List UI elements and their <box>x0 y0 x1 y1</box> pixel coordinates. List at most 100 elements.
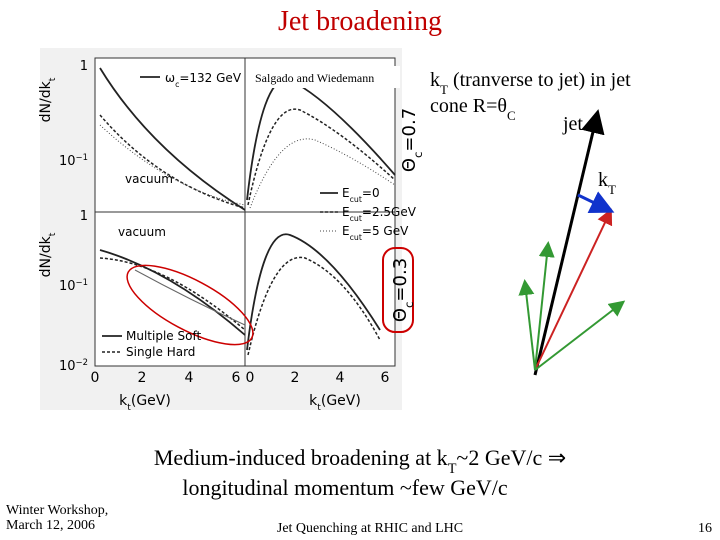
y-axis-label: dN/dkt <box>38 77 58 122</box>
legend-label: ωc=132 GeV <box>165 71 242 89</box>
text-part: 10 <box>59 279 76 294</box>
slide-title: Jet broadening <box>278 6 442 37</box>
x-tick-label: 4 <box>336 370 345 386</box>
text-part: dN/dk <box>38 235 54 277</box>
text-part: c <box>175 80 179 89</box>
panel-label: Θc=0.7 <box>399 108 425 172</box>
footer-left: March 12, 2006 <box>6 518 95 533</box>
footer-left: Winter Workshop, <box>6 503 108 518</box>
caption: longitudinal momentum ~few GeV/c <box>182 475 508 500</box>
text-part: C <box>507 108 516 123</box>
text-part: =5 GeV <box>362 224 409 238</box>
credit-bg <box>250 66 400 88</box>
x-tick-label: 0 <box>246 370 255 386</box>
kt-label: kT <box>598 169 616 197</box>
kt-diagram <box>518 109 626 376</box>
highlight-ellipse <box>126 264 254 346</box>
text-part: =2.5GeV <box>362 205 417 219</box>
diagram-text: kT (tranverse to jet) in jet <box>430 69 631 97</box>
x-axis-label: kt(GeV) <box>309 393 361 413</box>
text-part: cut <box>350 214 362 223</box>
text-part: =0 <box>362 186 380 200</box>
text-part: cone R=θ <box>430 95 507 117</box>
jet-label: jet <box>562 113 583 135</box>
legend-label: Ecut=5 GeV <box>342 224 409 242</box>
text-part: t <box>48 232 58 236</box>
text-part: =0.7 <box>399 108 420 152</box>
y-axis-label: dN/dkt <box>38 232 58 277</box>
curve <box>99 67 246 211</box>
text-part: (tranverse to jet) in jet <box>448 69 631 91</box>
highlight-box <box>382 247 414 333</box>
text-part: c <box>411 152 425 158</box>
text-part: T <box>440 82 448 97</box>
x-tick-label: 0 <box>91 370 100 386</box>
curve <box>99 114 246 209</box>
credit: Salgado and Wiedemann <box>255 71 374 85</box>
text-part: t <box>48 77 58 81</box>
text-part: k <box>430 69 440 91</box>
caption: Medium-induced broadening at kT~2 GeV/c … <box>154 445 566 477</box>
text-part: −1 <box>76 152 88 162</box>
kt-arrow <box>577 191 615 213</box>
curve <box>247 256 381 356</box>
text-part: ω <box>165 71 175 85</box>
text-part: 10 <box>59 154 76 169</box>
text-part: k <box>119 393 128 409</box>
text-part: Medium-induced broadening at k <box>154 445 448 470</box>
curve-label: vacuum <box>125 172 173 186</box>
x-tick-label: 2 <box>138 370 147 386</box>
legend-label: Single Hard <box>126 345 195 359</box>
red-arrow <box>534 208 613 371</box>
text-part: −1 <box>76 277 88 287</box>
y-tick-label: 10−1 <box>59 152 88 169</box>
text-part: Θ <box>390 308 411 322</box>
text-part: T <box>608 182 616 197</box>
green-arrow <box>534 300 626 371</box>
figure <box>40 48 414 410</box>
text-part: k <box>598 169 608 191</box>
text-part: E <box>342 186 350 200</box>
x-tick-label: 4 <box>185 370 194 386</box>
text-part: E <box>342 205 350 219</box>
text-part: t <box>317 403 321 413</box>
x-tick-label: 2 <box>291 370 300 386</box>
x-tick-label: 6 <box>232 370 241 386</box>
text-part: dN/dk <box>38 80 54 122</box>
y-tick-label: 10−1 <box>59 277 88 294</box>
legend-label: Ecut=0 <box>342 186 380 204</box>
legend-label: Multiple Soft <box>126 329 201 343</box>
footer-center: Jet Quenching at RHIC and LHC <box>277 521 463 536</box>
text-part: k <box>309 393 318 409</box>
text-part: 1 <box>80 209 88 224</box>
green-arrow <box>534 241 555 371</box>
text-part: E <box>342 224 350 238</box>
text-part: =0.3 <box>390 258 411 302</box>
curve <box>246 233 381 351</box>
text-part: −2 <box>76 357 88 367</box>
text-part: Θ <box>399 158 420 172</box>
curve-label: vacuum <box>118 225 166 239</box>
text-part: T <box>448 461 457 477</box>
text-part: 10 <box>59 359 76 374</box>
jet-arrow <box>533 109 605 376</box>
green-arrow <box>518 279 536 371</box>
text-part: cut <box>350 233 362 242</box>
text-part: t <box>127 403 131 413</box>
text-part: c <box>402 302 416 308</box>
text-part: (GeV) <box>131 393 171 409</box>
text-part: =132 GeV <box>179 71 241 85</box>
y-tick-label: 1 <box>80 209 88 224</box>
x-tick-label: 6 <box>381 370 390 386</box>
curve <box>247 108 396 206</box>
curve <box>99 249 246 336</box>
text-part: ~2 GeV/c ⇒ <box>456 445 566 470</box>
diagram-text: cone R=θC <box>430 95 516 123</box>
text-part: (GeV) <box>321 393 361 409</box>
curve <box>99 257 246 331</box>
page-number: 16 <box>698 521 712 536</box>
panel-label: Θc=0.3 <box>390 258 416 322</box>
text-part: cut <box>350 195 362 204</box>
y-tick-label: 1 <box>80 59 88 74</box>
